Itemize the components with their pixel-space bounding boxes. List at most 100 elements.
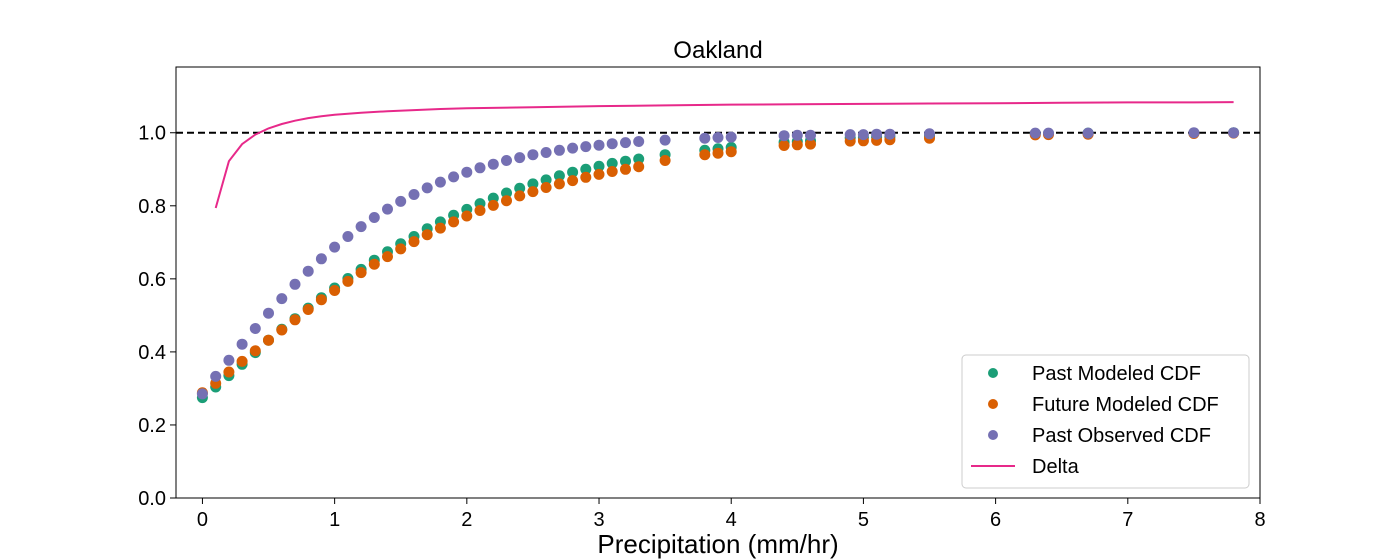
past-observed-point: [263, 307, 274, 319]
past-observed-point: [382, 203, 393, 215]
past-observed-point: [871, 128, 883, 140]
past-observed-point: [540, 147, 552, 158]
legend-box: [961, 354, 1250, 489]
past-observed-point: [659, 134, 671, 146]
past-modeled-point: [633, 153, 645, 165]
past-observed-point: [593, 139, 605, 151]
future-modeled-point: [805, 138, 816, 150]
past-modeled-point: [606, 157, 618, 169]
past-modeled-point: [567, 166, 579, 178]
past-observed-point: [210, 370, 222, 382]
future-modeled-point: [302, 304, 314, 315]
past-observed-point: [289, 278, 301, 290]
past-observed-point: [567, 142, 579, 154]
past-modeled-point: [514, 182, 526, 194]
past-modeled-point: [540, 174, 552, 186]
future-modeled-point: [778, 140, 790, 151]
y-tick-label: 0.2: [138, 415, 166, 437]
future-modeled-point: [382, 251, 393, 263]
future-modeled-point: [461, 210, 473, 222]
legend-marker-past-observed: [988, 430, 998, 440]
future-modeled-point: [263, 334, 274, 346]
plot-frame: [175, 66, 1261, 499]
future-modeled-point: [553, 178, 565, 190]
past-observed-point: [487, 158, 499, 170]
future-modeled-point: [368, 258, 380, 270]
future-modeled-point: [276, 324, 288, 336]
future-modeled-point: [606, 166, 618, 177]
past-observed-point: [884, 128, 896, 140]
past-observed-point: [699, 132, 711, 144]
future-modeled-point: [580, 171, 592, 183]
legend-label-past-modeled: Past Modeled CDF: [1032, 363, 1201, 385]
x-tick-label: 5: [858, 509, 869, 531]
x-tick-label: 8: [1254, 509, 1265, 531]
future-modeled-point: [236, 355, 248, 367]
past-observed-point: [329, 241, 341, 253]
future-modeled-point: [659, 155, 671, 166]
series-future-modeled: [196, 127, 1240, 399]
future-modeled-point: [540, 182, 552, 193]
past-modeled-point: [620, 155, 631, 167]
future-modeled-point: [223, 366, 235, 378]
future-modeled-point: [567, 175, 579, 187]
past-modeled-point: [593, 160, 605, 172]
future-modeled-point: [633, 161, 645, 173]
future-modeled-point: [421, 229, 433, 241]
future-modeled-point: [408, 236, 420, 248]
x-tick-label: 0: [197, 509, 208, 531]
past-observed-point: [1029, 127, 1041, 139]
legend-label-future-modeled: Future Modeled CDF: [1032, 394, 1219, 416]
chart-title: Oakland: [673, 37, 762, 64]
past-observed-point: [474, 162, 486, 174]
past-observed-point: [633, 136, 645, 147]
x-tick-label: 7: [1122, 509, 1133, 531]
legend-marker-future-modeled: [988, 399, 998, 409]
y-tick-label: 0.0: [138, 488, 166, 510]
series-past-observed: [196, 127, 1240, 400]
past-observed-point: [1082, 127, 1094, 139]
past-modeled-point: [527, 178, 539, 190]
future-modeled-point: [474, 205, 486, 216]
future-modeled-point: [699, 149, 711, 161]
past-observed-point: [791, 129, 803, 141]
past-observed-point: [342, 231, 354, 242]
plot-area: [176, 101, 1260, 404]
past-observed-point: [553, 144, 565, 156]
past-observed-point: [1228, 127, 1240, 139]
y-tick-label: 0.4: [138, 342, 166, 364]
past-modeled-point: [580, 163, 592, 175]
past-observed-point: [368, 212, 380, 223]
past-observed-point: [620, 137, 631, 149]
past-observed-point: [223, 354, 235, 366]
past-observed-point: [712, 132, 724, 143]
past-observed-point: [514, 152, 526, 164]
legend: Past Modeled CDF Future Modeled CDF Past…: [961, 354, 1250, 489]
x-axis: 0 1 2 3 4 5 6 7 8: [197, 498, 1266, 531]
future-modeled-point: [791, 139, 803, 151]
x-tick-label: 6: [990, 509, 1001, 531]
past-observed-point: [606, 138, 618, 150]
past-observed-point: [196, 388, 208, 400]
future-modeled-point: [527, 186, 539, 198]
future-modeled-point: [593, 168, 605, 180]
x-tick-label: 4: [726, 509, 737, 531]
past-observed-point: [778, 130, 790, 142]
past-observed-point: [805, 129, 816, 141]
legend-label-delta: Delta: [1032, 456, 1080, 478]
past-observed-point: [315, 253, 327, 265]
delta-line: [214, 101, 1234, 209]
past-observed-point: [276, 293, 288, 305]
past-observed-point: [395, 195, 407, 207]
past-observed-point: [421, 182, 433, 194]
future-modeled-point: [395, 243, 407, 255]
past-observed-point: [434, 176, 446, 188]
past-observed-point: [857, 129, 869, 141]
future-modeled-point: [487, 199, 499, 211]
past-observed-point: [461, 166, 473, 178]
future-modeled-point: [355, 267, 367, 279]
future-modeled-point: [329, 285, 341, 296]
future-modeled-point: [448, 216, 460, 228]
past-observed-point: [408, 189, 420, 200]
